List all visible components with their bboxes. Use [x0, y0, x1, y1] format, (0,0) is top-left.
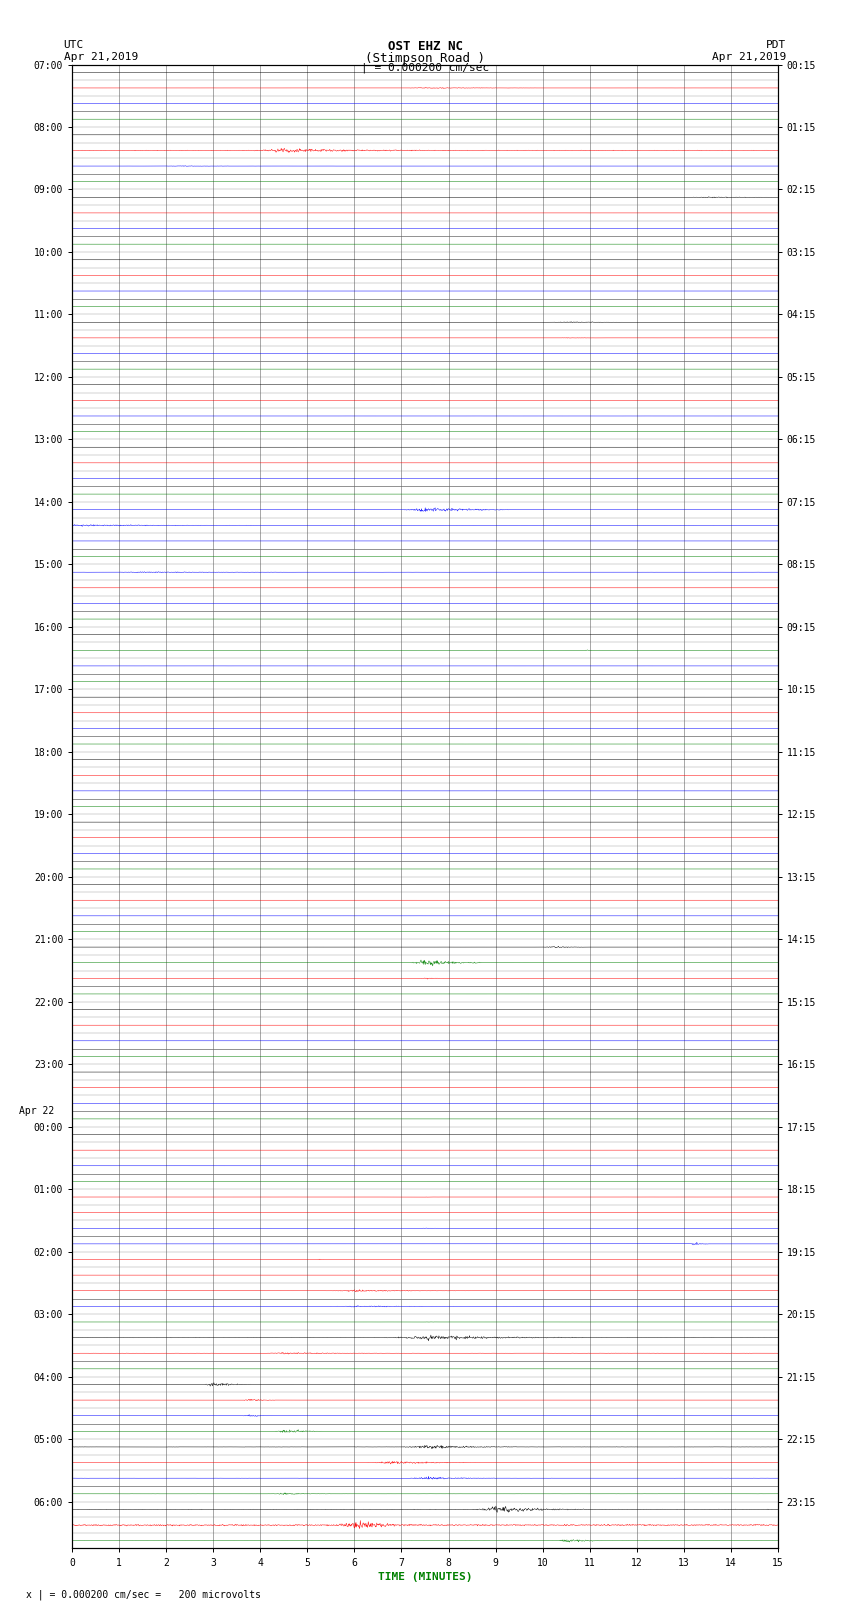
Text: PDT: PDT [766, 40, 786, 50]
Text: (Stimpson Road ): (Stimpson Road ) [365, 52, 485, 65]
Text: UTC: UTC [64, 40, 84, 50]
Text: Apr 21,2019: Apr 21,2019 [712, 52, 786, 61]
Text: x | = 0.000200 cm/sec =   200 microvolts: x | = 0.000200 cm/sec = 200 microvolts [26, 1589, 260, 1600]
X-axis label: TIME (MINUTES): TIME (MINUTES) [377, 1571, 473, 1582]
Text: Apr 22: Apr 22 [20, 1105, 54, 1116]
Text: | = 0.000200 cm/sec: | = 0.000200 cm/sec [361, 63, 489, 74]
Text: OST EHZ NC: OST EHZ NC [388, 40, 462, 53]
Text: Apr 21,2019: Apr 21,2019 [64, 52, 138, 61]
